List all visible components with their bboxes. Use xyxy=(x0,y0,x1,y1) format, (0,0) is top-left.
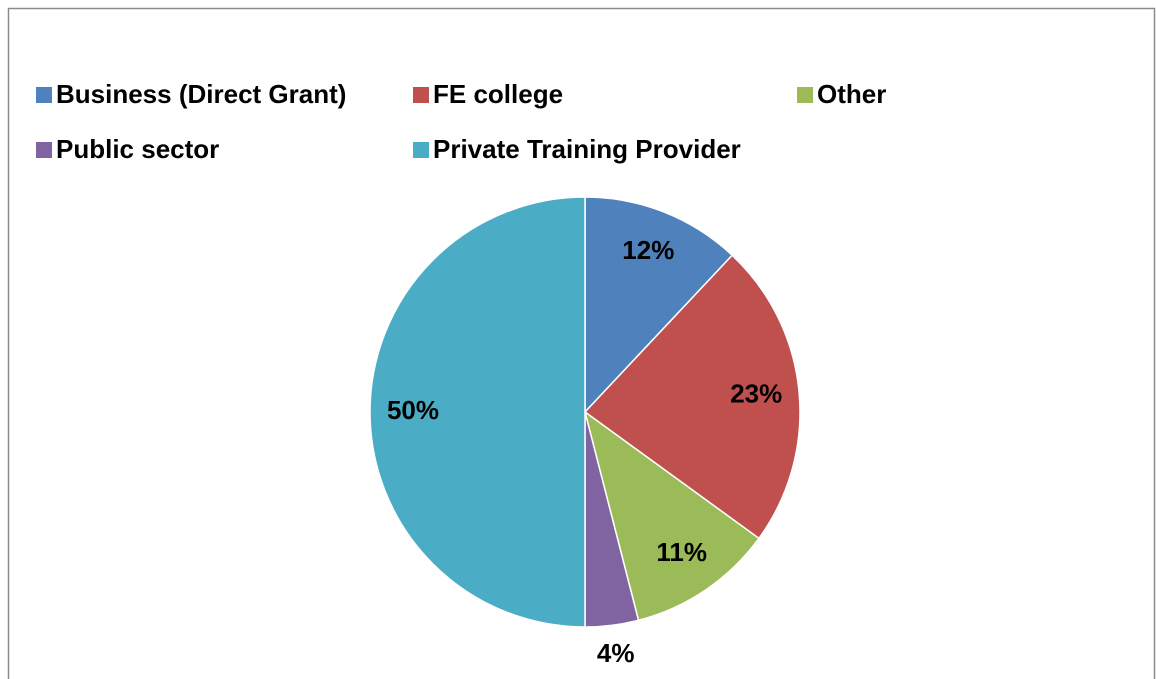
legend-swatch xyxy=(36,142,52,158)
data-label: 12% xyxy=(622,235,674,265)
data-label: 11% xyxy=(656,537,707,567)
pie-slice xyxy=(369,196,586,628)
legend-swatch xyxy=(413,87,429,103)
pie-slice xyxy=(583,410,760,622)
data-label: 23% xyxy=(730,379,782,409)
legend-swatch xyxy=(797,87,813,103)
legend-label: Private Training Provider xyxy=(433,134,741,164)
pie-slice xyxy=(584,196,734,414)
data-label: 50% xyxy=(387,395,439,425)
legend-swatch xyxy=(36,87,52,103)
legend-swatch xyxy=(413,142,429,158)
data-label: 4% xyxy=(597,638,635,668)
legend-label: FE college xyxy=(433,79,563,109)
legend-label: Public sector xyxy=(56,134,219,164)
legend-label: Other xyxy=(817,79,886,109)
legend-label: Business (Direct Grant) xyxy=(56,79,346,109)
pie-slice xyxy=(583,254,801,540)
